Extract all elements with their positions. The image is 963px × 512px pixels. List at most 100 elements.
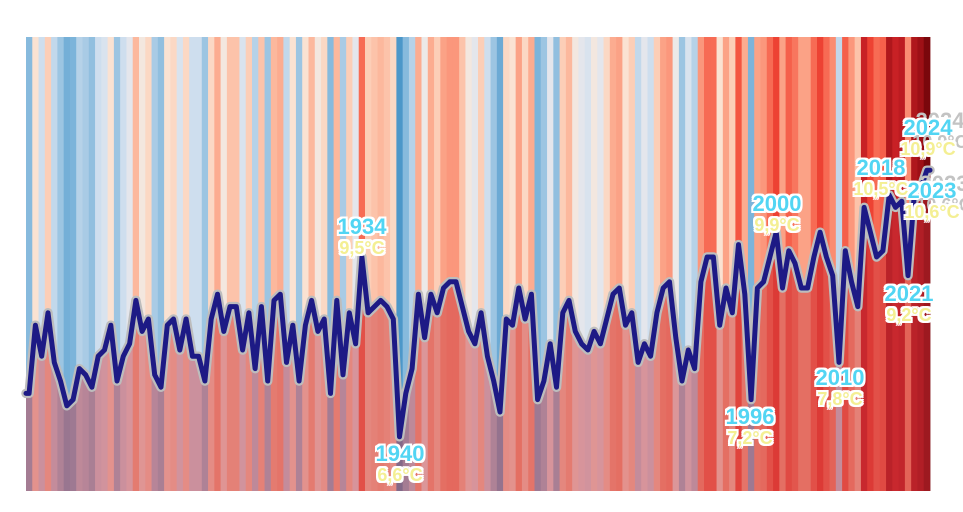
stripe	[283, 37, 291, 491]
stripe	[446, 37, 454, 491]
stripe	[609, 37, 617, 491]
stripe	[346, 37, 353, 491]
stripe	[691, 37, 699, 491]
stripe	[314, 37, 322, 491]
stripe	[534, 37, 542, 491]
stripe	[817, 37, 824, 491]
stripe	[132, 37, 140, 491]
stripe	[465, 37, 473, 491]
stripe	[245, 37, 253, 491]
stripe	[452, 37, 460, 491]
stripe	[101, 37, 109, 491]
stripe	[911, 37, 918, 491]
stripe	[120, 37, 127, 491]
stripe	[434, 37, 441, 491]
stripe	[44, 37, 52, 491]
stripe	[578, 37, 586, 491]
stripe	[565, 37, 573, 491]
stripe	[672, 37, 680, 491]
stripe	[239, 37, 247, 491]
stripe	[440, 37, 448, 491]
stripe	[415, 37, 422, 491]
stripe	[634, 37, 642, 491]
stripe	[427, 37, 435, 491]
stripe	[113, 37, 121, 491]
stripe	[88, 37, 96, 491]
stripe	[917, 37, 925, 491]
stripe	[321, 37, 328, 491]
stripe	[879, 37, 887, 491]
stripe	[396, 37, 404, 491]
stripe	[521, 37, 529, 491]
stripe	[886, 37, 893, 491]
stripe	[170, 37, 178, 491]
stripe	[666, 37, 674, 491]
stripe	[333, 37, 341, 491]
stripe	[898, 37, 906, 491]
stripe	[126, 37, 134, 491]
stripe	[678, 37, 686, 491]
stripe	[647, 37, 655, 491]
stripe	[685, 37, 692, 491]
stripe	[471, 37, 479, 491]
stripe	[151, 37, 159, 491]
stripe	[867, 37, 874, 491]
stripe	[233, 37, 240, 491]
stripe	[164, 37, 171, 491]
stripe	[835, 37, 843, 491]
stripe	[201, 37, 209, 491]
stripe	[603, 37, 611, 491]
stripe	[923, 37, 931, 491]
stripe	[308, 37, 316, 491]
stripe	[377, 37, 385, 491]
stripe	[157, 37, 165, 491]
stripe	[327, 37, 335, 491]
stripe	[747, 37, 755, 491]
stripe	[660, 37, 667, 491]
stripe	[38, 37, 46, 491]
stripe	[559, 37, 567, 491]
stripe	[547, 37, 554, 491]
stripe	[553, 37, 561, 491]
stripe	[798, 37, 805, 491]
stripe	[289, 37, 297, 491]
stripe	[591, 37, 598, 491]
stripe	[496, 37, 504, 491]
stripe	[408, 37, 416, 491]
stripe	[490, 37, 498, 491]
stripe	[226, 37, 234, 491]
stripe	[509, 37, 517, 491]
stripe	[176, 37, 184, 491]
stripe	[107, 37, 115, 491]
stripe	[716, 37, 724, 491]
stripe	[402, 37, 410, 491]
stripe	[270, 37, 278, 491]
stripe	[145, 37, 152, 491]
stripe	[421, 37, 429, 491]
stripe	[754, 37, 761, 491]
stripe	[339, 37, 347, 491]
stripe	[139, 37, 146, 491]
stripe	[628, 37, 636, 491]
stripe	[653, 37, 661, 491]
stripe	[32, 37, 39, 491]
stripe	[572, 37, 579, 491]
stripe	[892, 37, 900, 491]
stripe	[616, 37, 623, 491]
stripe	[484, 37, 491, 491]
stripe	[63, 37, 71, 491]
stripe	[503, 37, 510, 491]
stripe	[478, 37, 485, 491]
stripe	[459, 37, 466, 491]
stripe	[352, 37, 360, 491]
stripe	[182, 37, 190, 491]
stripe	[597, 37, 604, 491]
stripe	[873, 37, 881, 491]
stripe	[208, 37, 215, 491]
stripe	[82, 37, 90, 491]
stripe	[258, 37, 265, 491]
stripe	[69, 37, 77, 491]
stripe	[57, 37, 65, 491]
